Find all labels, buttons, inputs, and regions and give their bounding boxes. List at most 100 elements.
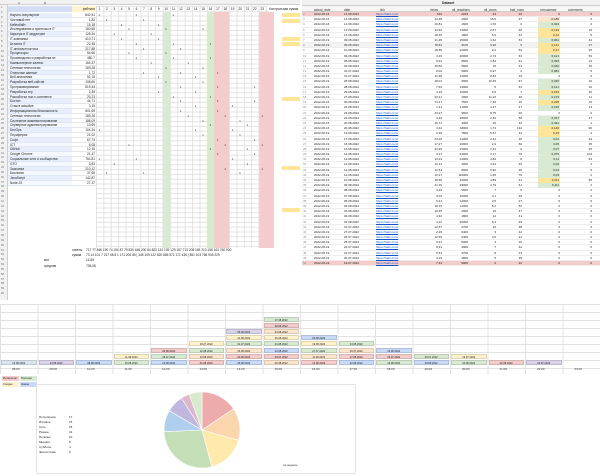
- rating-cell[interactable]: 842,51: [72, 13, 96, 18]
- tick-mark[interactable]: 1: [253, 152, 256, 157]
- table-row[interactable]: 37 2022-06-19 07.08.2022 https://habr.com/3…: [302, 194, 600, 199]
- right-spreadsheet[interactable]: Dataset actual_date date link views all_…: [302, 0, 600, 300]
- tick-mark[interactable]: 1: [165, 80, 167, 85]
- tick-mark[interactable]: 1: [209, 41, 212, 46]
- rating-cell[interactable]: 128,34: [72, 32, 96, 37]
- link-cell[interactable]: https://habr.com/: [376, 229, 399, 234]
- tick-mark[interactable]: 1: [209, 94, 212, 99]
- rating-cell[interactable]: 27,17: [72, 181, 96, 186]
- table-row[interactable]: 31 2022-06-19 12.08.2022 https://habr.com/1…: [302, 162, 600, 168]
- table-row[interactable]: 18 2022-06-19 27.08.2022 https://habr.com/2…: [302, 95, 600, 101]
- tick-mark[interactable]: 1: [128, 27, 130, 32]
- timeline-block[interactable]: 30.08.2022: [451, 360, 487, 365]
- timeline-board[interactable]: 16.08.2022 13.08.2022 08.08.2022 16.08.2022…: [0, 304, 600, 374]
- tick-mark[interactable]: 1: [150, 32, 152, 37]
- timeline-block[interactable]: 25.07.2022: [413, 353, 449, 359]
- timeline-block[interactable]: 15.08.2022: [226, 347, 262, 353]
- link-cell[interactable]: https://habr.com/: [376, 126, 399, 131]
- timeline-block[interactable]: 19.07.2022: [451, 353, 487, 359]
- link-cell[interactable]: https://habr.com/: [376, 27, 399, 32]
- rating-cell[interactable]: 21,47: [72, 152, 96, 157]
- table-row[interactable]: 13 2022-06-19 31.07.2022 https://habr.com/8…: [302, 69, 600, 75]
- tick-mark[interactable]: 1: [128, 51, 130, 56]
- link-cell[interactable]: https://habr.com/: [376, 48, 399, 53]
- tick-mark[interactable]: 1: [105, 171, 108, 176]
- rating-cell[interactable]: 164,37: [72, 61, 96, 66]
- table-row[interactable]: 46 2022-06-19 25.07.2022 https://habr.com/6…: [302, 240, 600, 246]
- tick-mark[interactable]: 1: [172, 94, 175, 99]
- table-row[interactable]: 49 2022-06-19 20.07.2022 https://habr.com/3…: [302, 256, 600, 261]
- link-cell[interactable]: https://habr.com/: [376, 84, 399, 89]
- rating-cell[interactable]: 2,48: [72, 90, 96, 95]
- table-row[interactable]: 32 2022-06-19 12.08.2022 https://habr.com/1…: [302, 167, 600, 173]
- category-row[interactable]: Компьютерное железо: [8, 60, 72, 66]
- rating-cell[interactable]: 410,71: [72, 37, 96, 42]
- table-row[interactable]: 6 2022-06-19 13.08.2022 https://habr.com/18…: [302, 32, 600, 38]
- timeline-block[interactable]: 01.08.2022: [188, 360, 224, 365]
- category-row[interactable]: Чиставый нет: [8, 17, 72, 23]
- rating-cell[interactable]: 217,88: [72, 47, 96, 52]
- link-cell[interactable]: https://habr.com/: [376, 240, 399, 245]
- timeline-block[interactable]: 28.07.2022: [151, 353, 187, 359]
- timeline-block[interactable]: 02.08.2022: [488, 360, 524, 365]
- link-cell[interactable]: https://habr.com/: [376, 89, 399, 94]
- tick-mark[interactable]: 1: [179, 109, 182, 113]
- tick-mark[interactable]: 1: [98, 13, 101, 17]
- table-row[interactable]: 20 2022-06-19 24.08.2022 https://habr.com/1…: [302, 105, 600, 111]
- category-row[interactable]: Научно-популярное: [8, 13, 72, 18]
- timeline-block[interactable]: 21.08.2022: [263, 341, 299, 347]
- tick-mark[interactable]: 1: [239, 171, 241, 176]
- timeline-block[interactable]: 04.08.2022: [263, 329, 299, 334]
- pie-slice[interactable]: [163, 429, 213, 469]
- link-cell[interactable]: https://habr.com/: [376, 224, 399, 229]
- category-row[interactable]: Разработка под е-commerce: [8, 94, 72, 100]
- tick-mark[interactable]: 1: [209, 56, 212, 61]
- link-cell[interactable]: https://habr.com/: [376, 120, 399, 125]
- timeline-block[interactable]: 17.08.2022: [338, 353, 374, 359]
- rating-cell[interactable]: 3,63: [72, 162, 96, 167]
- category-row[interactable]: Открытые данные: [8, 70, 72, 76]
- table-row[interactable]: 34 2022-06-19 10.08.2022 https://habr.com/1…: [302, 178, 600, 184]
- category-row[interactable]: Google Chrome: [8, 152, 72, 157]
- rating-cell[interactable]: 3,15: [72, 104, 96, 109]
- timeline-block[interactable]: 24.08.2022: [338, 341, 374, 347]
- link-cell[interactable]: https://habr.com/: [376, 37, 399, 42]
- tick-mark[interactable]: 1: [135, 157, 138, 161]
- control-sum-cell[interactable]: [282, 166, 300, 170]
- tick-mark[interactable]: 1: [135, 41, 138, 46]
- tick-mark[interactable]: 1: [150, 61, 152, 65]
- pie-slice[interactable]: [188, 391, 203, 431]
- tick-mark[interactable]: 1: [231, 104, 234, 109]
- tick-mark[interactable]: 1: [179, 46, 182, 51]
- tick-mark[interactable]: 1: [202, 27, 204, 32]
- table-row[interactable]: 28 2022-06-19 16.08.2022 https://habr.com/2…: [302, 146, 600, 153]
- table-row[interactable]: 25 2022-06-19 19.08.2022 https://habr.com/3…: [302, 131, 600, 137]
- category-row[interactable]: Исследования и прогнозы в IT: [8, 27, 72, 33]
- control-sum-cell[interactable]: [282, 208, 300, 212]
- timeline-block[interactable]: 20.07.2022: [526, 360, 562, 365]
- link-cell[interactable]: https://habr.com/: [376, 69, 399, 74]
- table-row[interactable]: 24 2022-06-16 20.08.2022 https://habr.com/3…: [302, 126, 600, 132]
- rating-cell[interactable]: 104,34: [72, 128, 96, 133]
- timeline-block[interactable]: 11.08.2022: [301, 353, 337, 359]
- table-row[interactable]: 40 2022-06-19 03.08.2022 https://habr.com/1…: [302, 209, 600, 215]
- rating-cell[interactable]: 21,02: [72, 133, 96, 138]
- category-row[interactable]: Бостон: [8, 99, 72, 105]
- tick-mark[interactable]: 1: [98, 128, 101, 133]
- link-cell[interactable]: https://habr.com/: [376, 32, 399, 37]
- tick-mark[interactable]: 1: [216, 109, 219, 113]
- category-row[interactable]: Периферия: [8, 132, 72, 138]
- timeline-block[interactable]: 08.08.2022: [76, 360, 112, 365]
- category-row[interactable]: Серверное администрирование: [8, 123, 72, 129]
- timeline-block[interactable]: 11.08.2022: [113, 353, 149, 359]
- daily-matrix[interactable]: 1 2 3 4 5 6 7 8 9 10 11 12 13 14 15 16 17 18 19 20 21 22 23 1 1 1…: [96, 6, 274, 248]
- table-row[interactable]: 33 2022-06-19 10.08.2022 https://habr.com/1…: [302, 172, 600, 179]
- rating-cell[interactable]: 37,66: [72, 171, 96, 177]
- link-cell[interactable]: https://habr.com/: [376, 22, 399, 27]
- category-row[interactable]: Системное администрирование: [8, 118, 72, 124]
- link-cell[interactable]: https://habr.com/: [376, 100, 399, 105]
- table-row[interactable]: 10 2022-06-19 09.08.2022 https://habr.com/4…: [302, 53, 600, 59]
- timeline-block[interactable]: 22.08.2022: [338, 360, 374, 365]
- timeline-block[interactable]: 28.08.2022: [413, 360, 449, 365]
- tick-mark[interactable]: 1: [179, 85, 182, 89]
